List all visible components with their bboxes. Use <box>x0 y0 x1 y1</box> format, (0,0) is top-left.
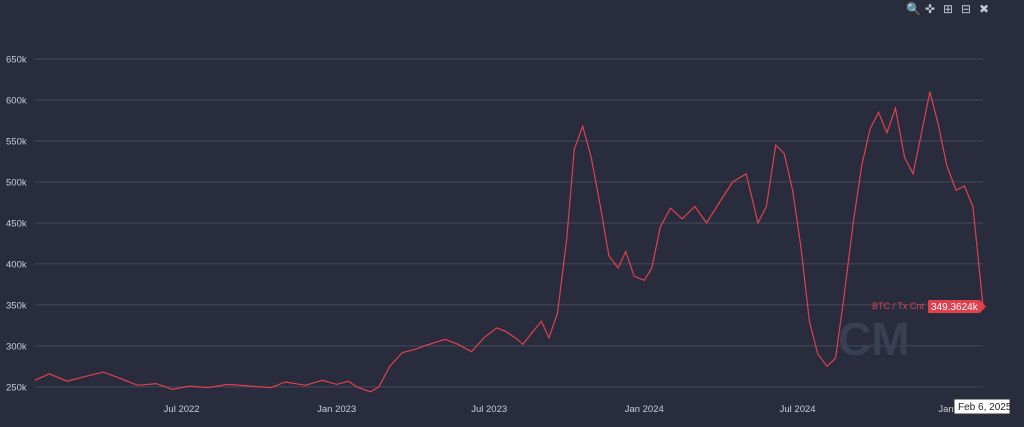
x-tick-label: Jul 2024 <box>780 404 816 415</box>
value-box-pointer <box>980 300 986 313</box>
y-tick-label: 650k <box>6 54 27 65</box>
series-value-tag: BTC / Tx Cnt 349.3624k <box>872 300 986 313</box>
y-axis: 250k 300k 350k 400k 450k 500k 550k 600k 650k <box>6 54 27 393</box>
pan-arrows-icon[interactable]: ✜ <box>924 2 936 16</box>
y-tick-label: 350k <box>6 300 27 311</box>
minus-box-icon[interactable]: ⊟ <box>960 2 972 16</box>
x-tick-label: Jan 20 <box>938 404 967 415</box>
reset-x-icon[interactable]: ✖ <box>978 2 990 16</box>
crosshair-date-tag: Feb 6, 2025 <box>953 398 1012 415</box>
y-tick-label: 500k <box>6 177 27 188</box>
grid-layer <box>35 58 983 388</box>
y-tick-label: 250k <box>6 382 27 393</box>
magnifier-plus-icon[interactable]: 🔍 <box>906 2 921 16</box>
date-box <box>953 398 1011 415</box>
chart-toolbar: 🔍 ✜ ⊞ ⊟ ✖ <box>906 3 990 15</box>
last-value-label: 349.3624k <box>931 302 979 313</box>
x-tick-label: Jul 2022 <box>164 404 200 415</box>
series-line-btc-tx-cnt <box>34 91 984 393</box>
y-tick-label: 450k <box>6 218 27 229</box>
y-tick-label: 400k <box>6 259 27 270</box>
series-name-label: BTC / Tx Cnt <box>872 301 924 311</box>
plus-box-icon[interactable]: ⊞ <box>942 2 954 16</box>
y-tick-label: 300k <box>6 341 27 352</box>
x-tick-label: Jul 2023 <box>471 404 507 415</box>
y-tick-label: 600k <box>6 95 27 106</box>
value-box <box>928 300 980 313</box>
x-axis: Jul 2022 Jan 2023 Jul 2023 Jan 2024 Jul 2024… <box>164 404 967 415</box>
watermark: CM <box>838 313 910 365</box>
y-tick-label: 550k <box>6 136 27 147</box>
x-tick-label: Jan 2024 <box>625 404 664 415</box>
x-tick-label: Jan 2023 <box>317 404 356 415</box>
crosshair-date-label: Feb 6, 2025 <box>958 402 1012 413</box>
